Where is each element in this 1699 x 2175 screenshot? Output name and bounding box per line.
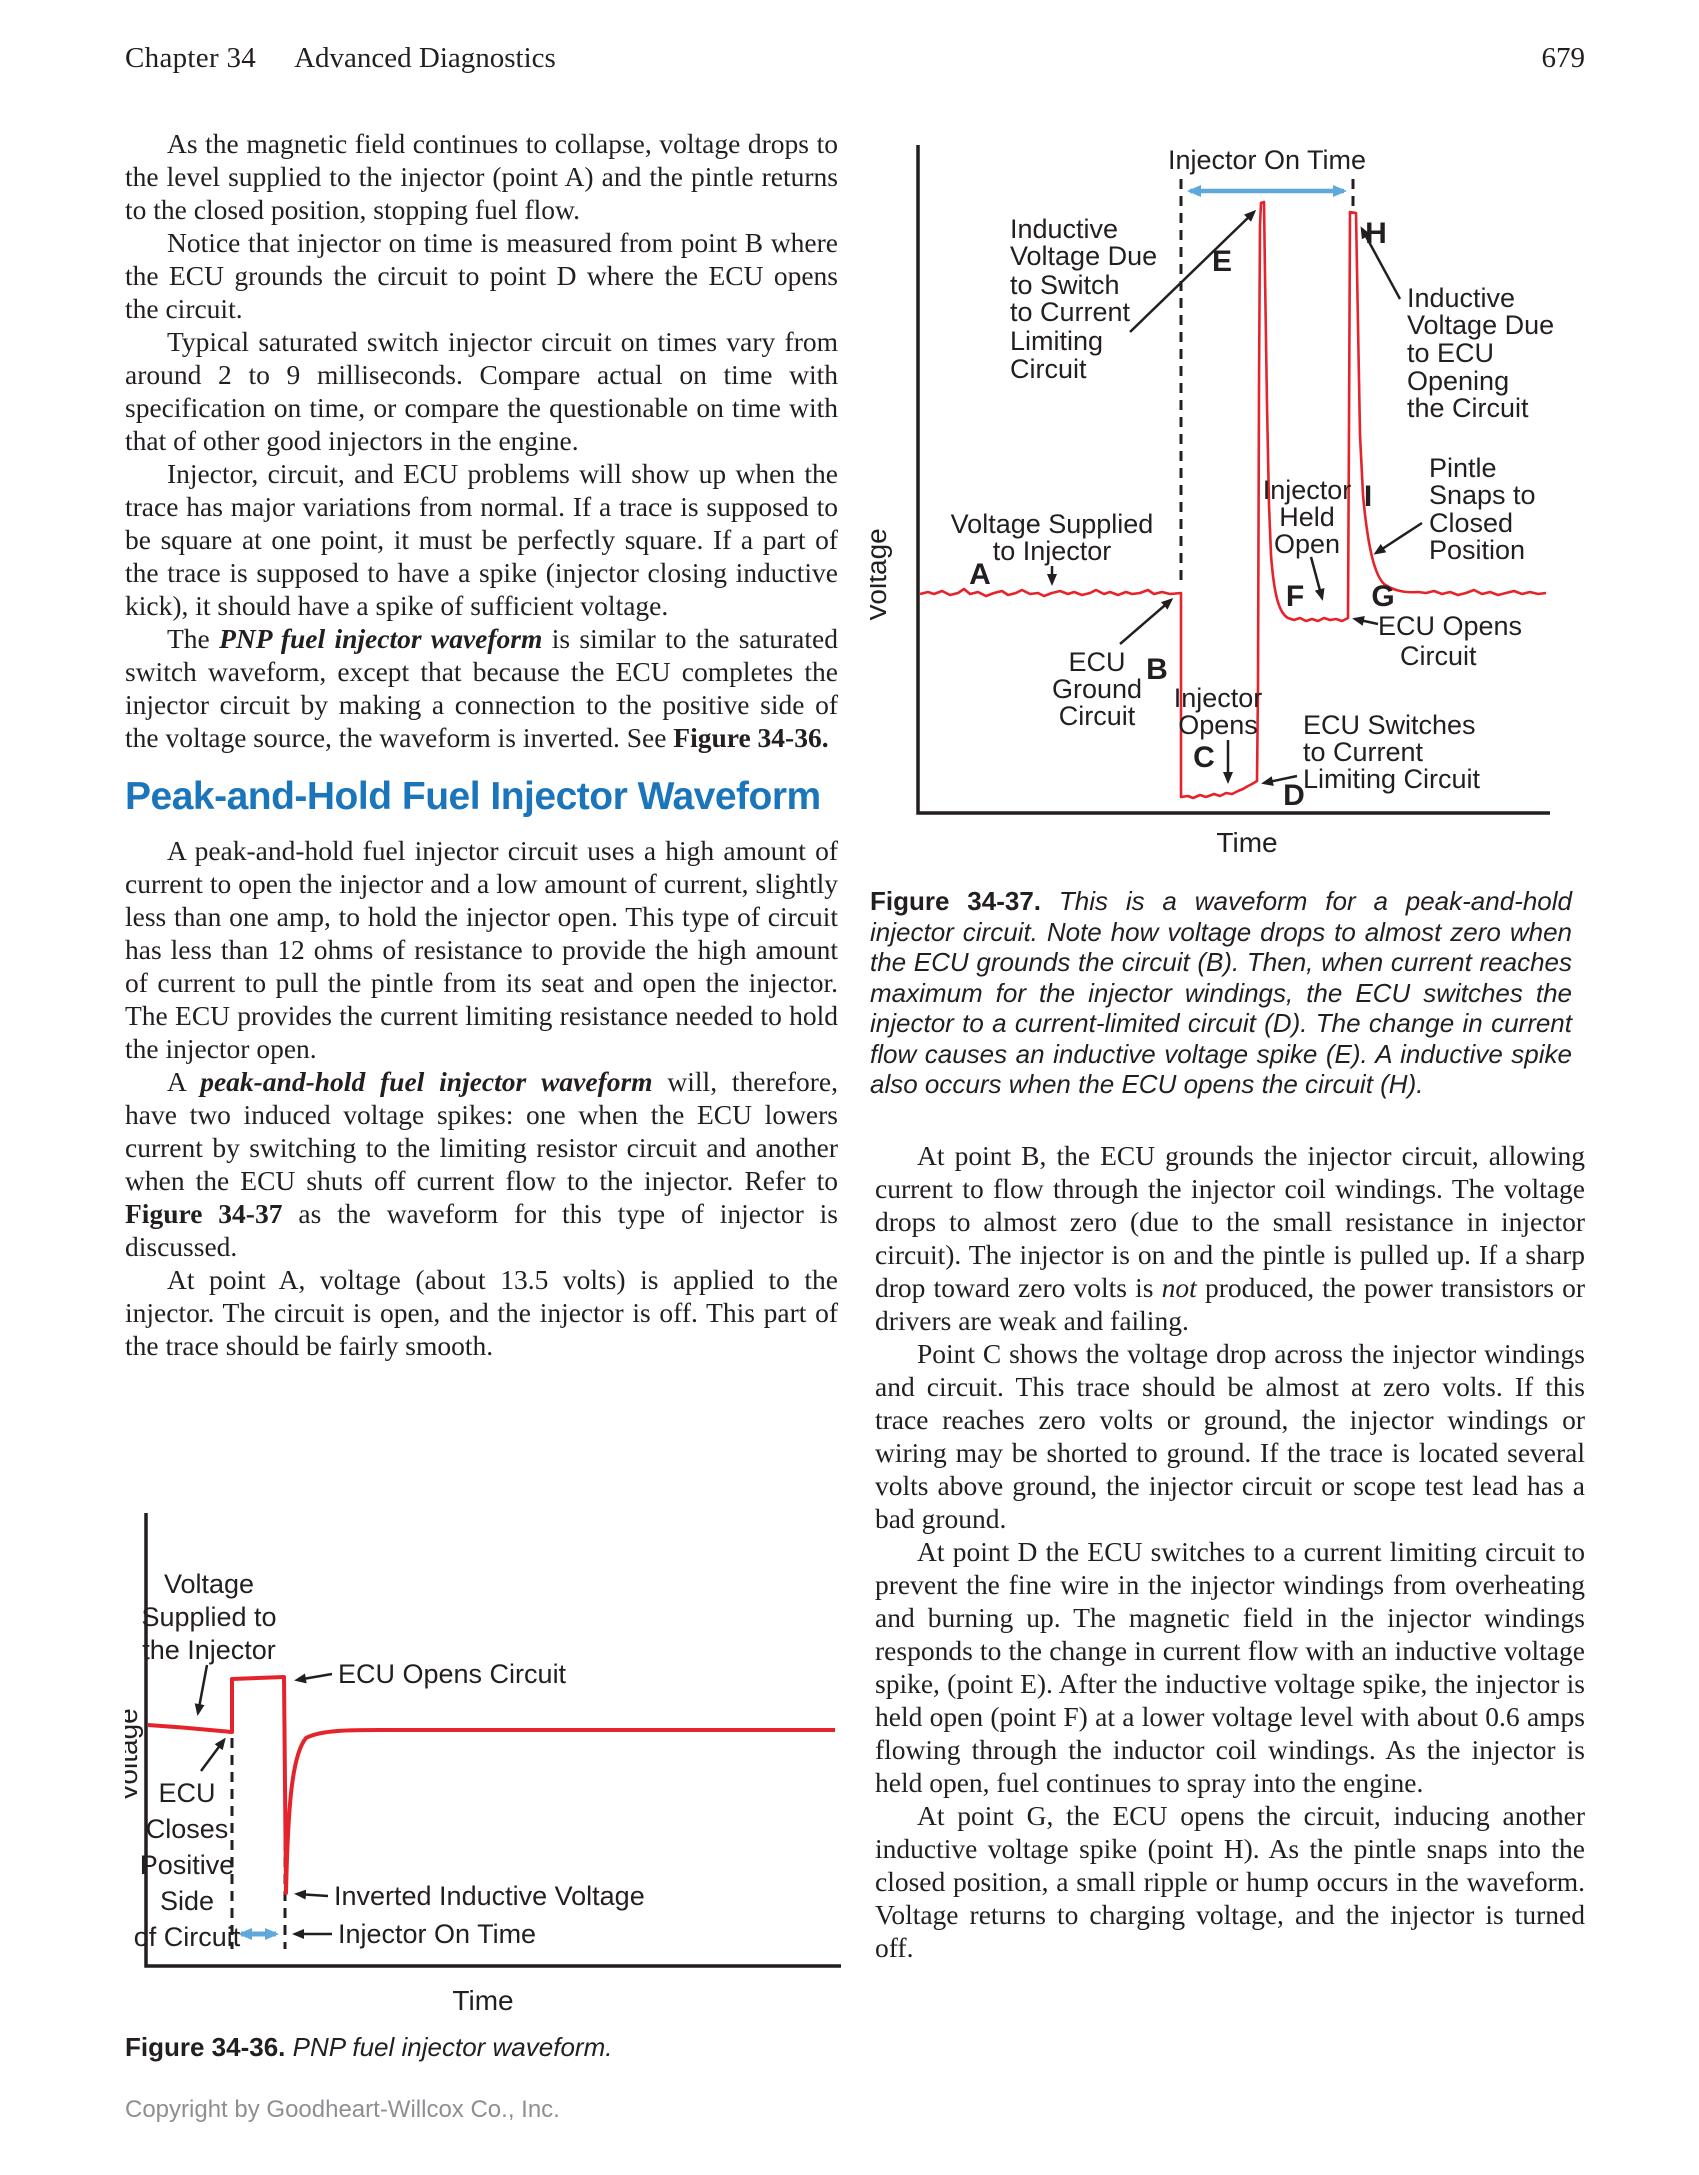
- copyright-line: Copyright by Goodheart-Willcox Co., Inc.: [125, 2096, 560, 2123]
- fig37-point-C: C: [1193, 741, 1215, 774]
- svg-text:to Current: to Current: [1010, 297, 1131, 327]
- fig36-leader-ecu-opens: [294, 1672, 333, 1684]
- figure-34-37-peak-hold-waveform-chart: Injector On Time Inductive Voltage Due t…: [870, 145, 1554, 858]
- paragraph: Injector, circuit, and ECU problems will…: [125, 458, 838, 621]
- svg-text:Snaps to: Snaps to: [1429, 480, 1536, 510]
- paragraph: Notice that injector on time is measured…: [125, 227, 838, 324]
- paragraph: A peak-and-hold fuel injector waveform w…: [125, 1066, 839, 1262]
- svg-text:the Injector: the Injector: [142, 1635, 276, 1665]
- fig37-axes: [916, 145, 1550, 815]
- left-column: As the magnetic field continues to colla…: [125, 127, 838, 1362]
- fig36-waveform-trace: [147, 1675, 835, 1895]
- fig37-waveform-trace: [919, 200, 1547, 800]
- header-chapter: Chapter 34: [125, 42, 257, 74]
- header-title: Advanced Diagnostics: [294, 42, 556, 74]
- figure-34-36-caption: Figure 34-36. PNP fuel injector waveform…: [125, 2032, 613, 2062]
- fig36-x-axis-label: Time: [452, 1985, 513, 2016]
- svg-text:Ground: Ground: [1052, 674, 1142, 704]
- figure-34-37-caption: Figure 34-37. This is a waveform for a p…: [870, 886, 1572, 1099]
- right-column: At point B, the ECU grounds the injector…: [875, 1139, 1585, 1964]
- paragraph: As the magnetic field continues to colla…: [125, 128, 838, 225]
- svg-text:Positive: Positive: [140, 1850, 235, 1880]
- fig37-point-H: H: [1365, 217, 1387, 250]
- fig37-arrow-pintle-to-decay: [1373, 521, 1423, 555]
- fig36-label-ecu-closes: ECU: [158, 1778, 215, 1808]
- fig36-axes: [144, 1513, 841, 1968]
- paragraph: At point A, voltage (about 13.5 volts) i…: [125, 1264, 838, 1361]
- fig37-label-pintle: Pintle: [1429, 453, 1497, 483]
- figure-34-36-pnp-waveform-chart: Voltage Supplied to the Injector ECU Ope…: [125, 1513, 841, 2016]
- fig36-arrow-ecu-closes: [199, 1737, 226, 1772]
- fig36-label-on-time: Injector On Time: [338, 1919, 536, 1949]
- paragraph: Typical saturated switch injector circui…: [125, 326, 838, 456]
- svg-text:Voltage Due: Voltage Due: [1407, 310, 1554, 340]
- fig37-arrow-ecu-switches-to-D: [1261, 774, 1298, 787]
- svg-text:to Injector: to Injector: [993, 536, 1112, 566]
- paragraph: A peak-and-hold fuel injector circuit us…: [125, 835, 838, 1064]
- svg-text:Position: Position: [1429, 535, 1525, 565]
- fig37-point-G: G: [1371, 580, 1394, 613]
- fig37-label-injector-opens: Injector: [1174, 683, 1263, 713]
- svg-text:Opening: Opening: [1407, 366, 1509, 396]
- paragraph: At point G, the ECU opens the circuit, i…: [875, 1800, 1585, 1963]
- fig37-label-on-time: Injector On Time: [1168, 145, 1366, 175]
- fig37-arrow-injector-held-to-F: [1309, 556, 1325, 601]
- fig37-arrow-ecu-opens-to-G: [1352, 616, 1379, 626]
- fig36-label-inverted-voltage: Inverted Inductive Voltage: [334, 1881, 645, 1911]
- fig37-label-ecu-opens-right: ECU Opens: [1378, 611, 1522, 641]
- term-pnp-waveform: PNP fuel injector waveform: [219, 623, 543, 654]
- fig37-label-inductive-ecu: Inductive: [1407, 283, 1515, 313]
- fig37-arrow-inductive-ecu-to-H: [1360, 226, 1402, 300]
- paragraph: The PNP fuel injector waveform is simila…: [125, 623, 838, 753]
- svg-text:Circuit: Circuit: [1059, 701, 1136, 731]
- fig37-arrow-inductive-switch-to-E: [1129, 209, 1257, 333]
- page-number: 679: [1541, 42, 1586, 74]
- fig37-point-F: F: [1286, 580, 1304, 613]
- fig36-label-voltage-supplied: Voltage: [164, 1569, 254, 1599]
- fig37-y-axis-label: Voltage: [870, 528, 892, 621]
- fig37-label-injector-held: Injector: [1263, 475, 1352, 505]
- svg-text:Voltage Due: Voltage Due: [1010, 241, 1157, 271]
- svg-text:Circuit: Circuit: [1400, 641, 1477, 671]
- paragraph: Point C shows the voltage drop across th…: [875, 1338, 1585, 1534]
- svg-text:Closed: Closed: [1429, 508, 1513, 538]
- svg-text:Supplied to: Supplied to: [141, 1602, 276, 1632]
- svg-text:the Circuit: the Circuit: [1407, 393, 1529, 423]
- svg-text:of Circuit: of Circuit: [134, 1922, 241, 1952]
- figure-ref-34-37: Figure 34-37: [125, 1198, 283, 1229]
- term-peak-hold-waveform: peak-and-hold fuel injector waveform: [200, 1066, 653, 1097]
- svg-text:to Switch: to Switch: [1010, 270, 1120, 300]
- svg-text:Opens: Opens: [1178, 710, 1258, 740]
- page-header: Chapter 34 Advanced Diagnostics: [125, 42, 556, 75]
- paragraph: At point D the ECU switches to a current…: [875, 1536, 1585, 1798]
- fig37-point-D: D: [1283, 779, 1305, 812]
- fig37-point-B: B: [1146, 653, 1168, 686]
- svg-text:Limiting: Limiting: [1010, 326, 1103, 356]
- fig37-point-I: I: [1364, 480, 1372, 513]
- fig37-label-inductive-switch: Inductive: [1010, 214, 1118, 244]
- fig37-x-axis-label: Time: [1216, 827, 1277, 858]
- paragraph: At point B, the ECU grounds the injector…: [875, 1140, 1585, 1336]
- fig37-label-voltage-supplied: Voltage Supplied: [951, 509, 1154, 539]
- svg-text:to Current: to Current: [1303, 737, 1424, 767]
- fig36-label-ecu-opens: ECU Opens Circuit: [338, 1659, 567, 1689]
- fig37-arrow-ecu-ground-to-B: [1119, 598, 1174, 645]
- fig36-arrow-voltage-supplied: [194, 1664, 209, 1716]
- svg-text:Open: Open: [1274, 529, 1340, 559]
- fig36-leader-inverted-voltage: [294, 1889, 329, 1900]
- figure-ref-34-36: Figure 34-36.: [673, 722, 829, 753]
- fig36-y-axis-label: Voltage: [125, 1708, 143, 1801]
- svg-text:Held: Held: [1279, 502, 1335, 532]
- svg-text:Side: Side: [160, 1886, 214, 1916]
- svg-text:Closes: Closes: [146, 1814, 229, 1844]
- svg-text:Circuit: Circuit: [1010, 354, 1087, 384]
- fig37-point-A: A: [969, 558, 991, 591]
- fig37-point-E: E: [1212, 245, 1232, 278]
- section-heading: Peak-and-Hold Fuel Injector Waveform: [125, 775, 821, 818]
- svg-text:to ECU: to ECU: [1407, 338, 1494, 368]
- fig37-label-ecu-switches: ECU Switches: [1303, 710, 1476, 740]
- fig37-label-ecu-ground: ECU: [1068, 647, 1125, 677]
- svg-text:Limiting Circuit: Limiting Circuit: [1303, 764, 1481, 794]
